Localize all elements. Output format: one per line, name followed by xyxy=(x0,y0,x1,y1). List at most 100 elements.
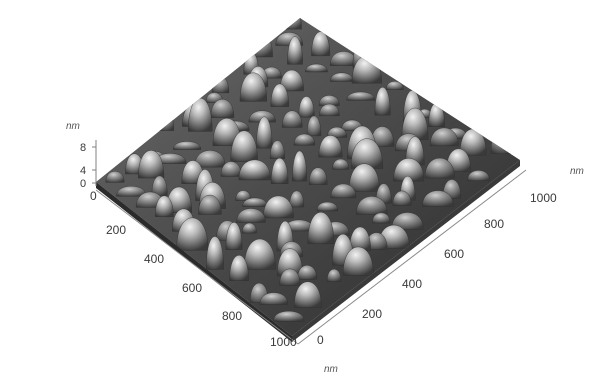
y-tick-label: 400 xyxy=(144,252,164,266)
surface-peak xyxy=(342,246,374,276)
surface-peak xyxy=(248,110,276,123)
surface-peak xyxy=(305,63,328,73)
z-tick-label: 0 xyxy=(80,178,86,190)
surface-peak xyxy=(292,150,308,182)
surface-peak xyxy=(306,115,322,137)
surface-peak xyxy=(356,196,388,215)
surface-peak xyxy=(210,99,235,118)
y-tick-label: 600 xyxy=(182,281,202,295)
surface-peak xyxy=(155,195,174,217)
surface-peak xyxy=(446,148,472,172)
surface-peak xyxy=(298,96,315,118)
surface-peak xyxy=(307,212,335,245)
surface-peak xyxy=(429,127,459,147)
surface-front-right-edge xyxy=(292,160,520,342)
x-tick-label: 800 xyxy=(484,217,504,231)
surface-peak xyxy=(393,158,425,182)
x-axis-unit: nm xyxy=(570,166,584,177)
surface-peak xyxy=(422,190,454,207)
surface-peak xyxy=(293,133,316,146)
surface-peak xyxy=(206,236,224,270)
x-tick-label: 1000 xyxy=(530,191,557,205)
y-axis: 200 400 600 800 1000 xyxy=(95,189,299,349)
surface-peak xyxy=(348,163,380,192)
surface-peak xyxy=(308,167,328,185)
z-tick-label: 4 xyxy=(80,165,86,177)
surface-peak xyxy=(467,170,490,182)
surface-peak xyxy=(269,140,285,159)
surface-peak xyxy=(279,268,301,286)
surface-peak xyxy=(330,183,357,199)
surface-peak xyxy=(263,195,294,219)
y-origin-label: 0 xyxy=(90,189,97,203)
surface-peak xyxy=(490,122,518,154)
z-axis: nm 8 4 0 xyxy=(66,121,97,190)
surface-peak xyxy=(194,150,226,168)
surface-peak xyxy=(229,255,249,281)
surface-peak xyxy=(319,103,340,117)
surface-peak xyxy=(287,36,303,65)
surface-peak xyxy=(311,31,331,57)
surface-peak xyxy=(276,248,303,277)
surface-peak xyxy=(151,175,168,196)
surface-peak xyxy=(176,217,209,251)
surface-peak xyxy=(391,212,424,230)
surface-peak xyxy=(105,171,125,183)
surface-peak xyxy=(326,268,342,282)
surface-peak xyxy=(236,208,266,223)
z-tick-label: 8 xyxy=(80,142,86,154)
surface-peak xyxy=(256,116,273,149)
surface-peak xyxy=(318,135,343,158)
surface-peak xyxy=(230,130,258,162)
x-axis: 0 200 400 600 800 1000 xyxy=(297,169,557,347)
y-tick-label: 200 xyxy=(106,223,126,237)
surface-peak xyxy=(374,87,391,116)
surface-peak xyxy=(327,126,347,138)
surface-peak xyxy=(316,201,339,212)
surface-peak xyxy=(270,157,289,184)
surface-peak xyxy=(424,157,455,179)
surface-body xyxy=(96,18,520,342)
surface-peak xyxy=(270,83,289,107)
x-tick-label: 0 xyxy=(317,333,324,347)
x-tick-label: 400 xyxy=(402,277,422,291)
surface-peak xyxy=(346,91,376,101)
x-tick-label: 600 xyxy=(444,247,464,261)
surface-peak xyxy=(238,159,271,181)
surface-peak xyxy=(198,194,222,215)
surface-peak xyxy=(297,265,317,280)
y-tick-label: 800 xyxy=(222,309,242,323)
surface-peak xyxy=(241,222,257,234)
surface-peak xyxy=(385,81,404,90)
surface-peak xyxy=(349,226,371,251)
surface-peak xyxy=(138,150,165,179)
surface-peak xyxy=(281,110,303,128)
x-tick-label: 200 xyxy=(362,307,382,321)
surface-peak xyxy=(245,31,273,58)
surface-peak xyxy=(350,138,384,169)
surface-peak xyxy=(283,18,302,30)
surface-peak xyxy=(279,69,304,92)
surface-peak xyxy=(157,111,175,131)
y-axis-unit: nm xyxy=(324,364,338,375)
surface-peak xyxy=(243,238,276,270)
surface-peak xyxy=(372,212,391,224)
surface-peak xyxy=(392,190,412,206)
surface-peak xyxy=(332,158,350,170)
surface-peak xyxy=(235,190,252,201)
y-tick-label: 1000 xyxy=(270,335,297,349)
z-axis-unit: nm xyxy=(66,121,80,132)
surface-peak xyxy=(293,281,322,308)
surface-peak xyxy=(405,136,425,166)
y-axis-line xyxy=(95,189,299,345)
surface-peak xyxy=(225,222,243,250)
surface-peak xyxy=(401,107,429,140)
surface-peak xyxy=(173,141,202,150)
surface-peak xyxy=(239,72,267,102)
surface-peak xyxy=(318,95,340,106)
surface-peak xyxy=(273,310,305,322)
surface-peak xyxy=(289,190,305,208)
surface-peak xyxy=(259,292,288,305)
